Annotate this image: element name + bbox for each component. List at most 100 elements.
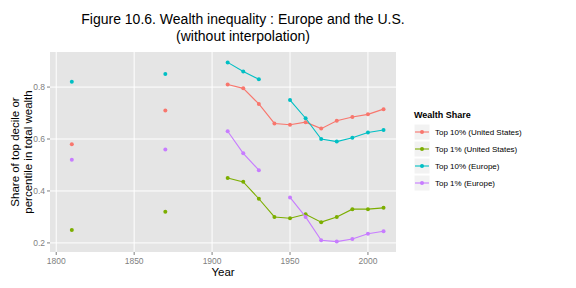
legend-title: Wealth Share (414, 110, 471, 120)
tick-mark (134, 252, 135, 255)
chart: Figure 10.6. Wealth inequality : Europe … (0, 0, 576, 288)
series-point (288, 98, 292, 102)
series-point (382, 107, 386, 111)
x-axis-label: Year (211, 266, 234, 278)
series-point (366, 112, 370, 116)
series-point (366, 131, 370, 135)
series-point (335, 140, 339, 144)
tick-mark (290, 252, 291, 255)
series-point (226, 176, 230, 180)
series-point (257, 197, 261, 201)
series-line (228, 62, 259, 79)
grid-line (290, 52, 291, 252)
series-point (226, 129, 230, 133)
series-point (241, 69, 245, 73)
series-point (382, 206, 386, 210)
grid-line (212, 52, 213, 252)
y-tick-label: 0.4 (33, 186, 45, 196)
y-tick-label: 0.2 (33, 238, 45, 248)
series-point (382, 128, 386, 132)
series-point (319, 238, 323, 242)
tick-mark (56, 252, 57, 255)
legend-label: Top 10% (United States) (435, 128, 522, 137)
series-point (304, 116, 308, 120)
legend-key (414, 124, 430, 140)
legend-label: Top 1% (United States) (435, 145, 518, 154)
legend-key (414, 141, 430, 157)
series-point (350, 207, 354, 211)
tick-mark (47, 242, 50, 243)
series-line (290, 197, 384, 241)
series-point (241, 151, 245, 155)
background (0, 0, 576, 288)
series-point (335, 215, 339, 219)
grid-line (56, 52, 57, 252)
x-tick-label: 1800 (47, 256, 66, 266)
series-point (241, 180, 245, 184)
series-point (163, 210, 167, 214)
tick-mark (47, 87, 50, 88)
series-point (319, 220, 323, 224)
series-point (226, 82, 230, 86)
series-point (350, 237, 354, 241)
y-axis-label-line: Share of top decile or (9, 97, 21, 206)
legend-marker (420, 164, 424, 168)
tick-mark (47, 190, 50, 191)
data-group (70, 60, 386, 243)
y-axis-label-line: percentile in total wealth (22, 90, 34, 213)
series-point (257, 168, 261, 172)
subtitle: (without interpolation) (176, 28, 310, 44)
series-point (350, 136, 354, 140)
x-tick-label: 2000 (358, 256, 377, 266)
legend-key (414, 175, 430, 191)
legend-marker (420, 130, 424, 134)
legend-marker (420, 147, 424, 151)
series-point (70, 158, 74, 162)
series-point (319, 127, 323, 131)
x-tick-label: 1850 (125, 256, 144, 266)
legend-label: Top 1% (Europe) (435, 179, 495, 188)
legend-label: Top 10% (Europe) (435, 162, 500, 171)
series-point (257, 102, 261, 106)
grid-line (367, 52, 368, 252)
series-point (366, 232, 370, 236)
title: Figure 10.6. Wealth inequality : Europe … (81, 11, 405, 27)
series-point (163, 72, 167, 76)
series-point (163, 147, 167, 151)
y-tick-label: 0.8 (33, 82, 45, 92)
series-point (163, 108, 167, 112)
series-point (366, 207, 370, 211)
series-line (228, 84, 384, 128)
x-tick-label: 1950 (281, 256, 300, 266)
series-point (335, 119, 339, 123)
series-point (272, 121, 276, 125)
series-point (288, 195, 292, 199)
grid-line (50, 190, 396, 191)
series-point (70, 228, 74, 232)
series-line (228, 178, 384, 222)
series-point (335, 240, 339, 244)
tick-mark (367, 252, 368, 255)
grid-line (50, 242, 396, 243)
series-point (304, 215, 308, 219)
series-line (290, 100, 384, 142)
series-point (70, 142, 74, 146)
series-point (226, 60, 230, 64)
series-point (288, 216, 292, 220)
series-point (241, 86, 245, 90)
series-point (70, 80, 74, 84)
series-point (319, 137, 323, 141)
grid-line (134, 52, 135, 252)
series-point (272, 215, 276, 219)
plot-panel (50, 52, 396, 252)
series-point (257, 77, 261, 81)
series-point (382, 229, 386, 233)
series-point (288, 123, 292, 127)
grid-line (50, 87, 396, 88)
tick-mark (212, 252, 213, 255)
series-point (350, 115, 354, 119)
legend-marker (420, 181, 424, 185)
y-axis-label: Share of top decile orpercentile in tota… (9, 90, 34, 213)
tick-mark (47, 139, 50, 140)
legend-key (414, 158, 430, 174)
